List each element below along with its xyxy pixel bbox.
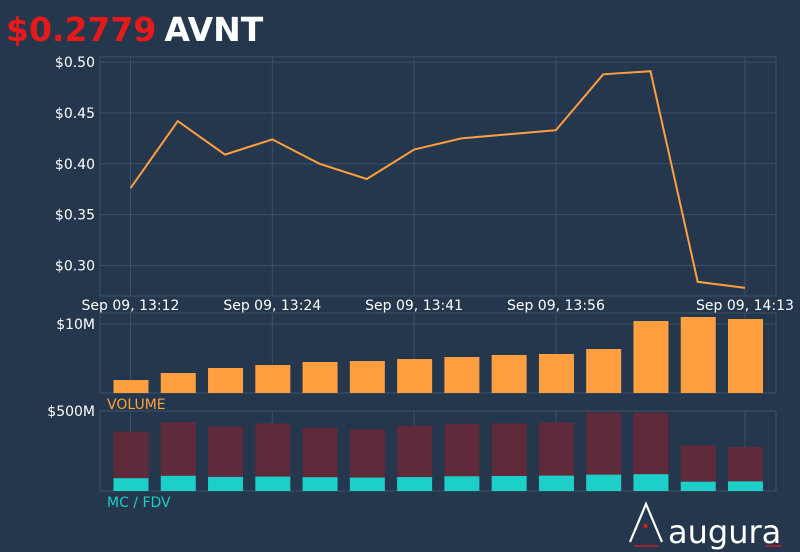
current-price: $0.2779 (6, 10, 157, 49)
volume-y-tick-label: $10M (56, 317, 95, 333)
volume-bar (208, 368, 244, 393)
price-y-tick-label: $0.30 (55, 258, 95, 274)
price-x-tick-label: Sep 09, 13:56 (507, 298, 605, 314)
price-x-tick-label: Sep 09, 14:13 (696, 298, 794, 314)
price-x-tick-label: Sep 09, 13:41 (365, 298, 463, 314)
volume-panel-frame (99, 312, 777, 394)
price-x-tick-label: Sep 09, 13:12 (82, 298, 180, 314)
volume-bar (633, 321, 669, 393)
price-line (129, 70, 746, 289)
price-x-tick-label: Sep 09, 13:24 (223, 298, 321, 314)
fdv-bar (680, 481, 716, 491)
fdv-bar (491, 475, 527, 491)
volume-bar (444, 357, 480, 393)
volume-bar (586, 349, 622, 393)
logo-dot-icon (643, 524, 648, 528)
price-panel-frame (99, 56, 777, 297)
price-y-tick-label: $0.50 (55, 55, 95, 71)
fdv-bar (302, 477, 338, 491)
fdv-bar (728, 481, 763, 491)
fdv-bar (160, 475, 196, 491)
price-y-tick-label: $0.35 (55, 208, 95, 224)
volume-bar (680, 317, 716, 393)
volume-bar (113, 380, 149, 393)
volume-bar (491, 355, 527, 393)
volume-label: VOLUME (107, 397, 166, 413)
ticker-symbol: AVNT (164, 10, 264, 49)
fdv-bar (113, 478, 149, 491)
volume-bar (349, 361, 385, 393)
price-y-axis: $0.30 $0.35 $0.40 $0.45 $0.50 (55, 55, 95, 274)
mc-y-tick-label: $500M (47, 404, 95, 420)
mc-fdv-bars (113, 412, 763, 491)
augura-logo: augura (628, 501, 782, 550)
mc-y-axis: $500M (47, 404, 95, 420)
fdv-bar (586, 474, 622, 491)
logo-mark-icon (628, 501, 664, 543)
volume-bar (160, 373, 196, 393)
volume-grid (100, 313, 776, 393)
volume-bar (728, 319, 763, 393)
fdv-bar (255, 476, 291, 491)
volume-bar (397, 359, 433, 393)
volume-bar (255, 365, 291, 393)
mc-fdv-label: MC / FDV (107, 495, 171, 511)
price-y-tick-label: $0.40 (55, 157, 95, 173)
fdv-bar (208, 476, 244, 491)
volume-bars (113, 317, 763, 393)
price-panel: $0.30$0.35$0.40$0.45$0.50 Sep 09, 13:12 S… (55, 55, 794, 314)
price-x-axis: Sep 09, 13:12 Sep 09, 13:24 Sep 09, 13:41 S… (82, 298, 794, 314)
volume-bar (302, 362, 338, 393)
fdv-bar (397, 477, 433, 491)
header: $0.2779 AVNT (6, 10, 263, 54)
logo-text: augura (668, 513, 781, 550)
volume-y-axis: $10M (56, 317, 95, 333)
price-grid (100, 57, 776, 296)
volume-panel: $10M VOLUME (56, 312, 777, 413)
fdv-bar (538, 475, 574, 491)
mc-fdv-panel: $500M MC / FDV (47, 404, 777, 511)
fdv-bar (633, 474, 669, 491)
mc-panel-frame (99, 410, 777, 492)
volume-bar (538, 354, 574, 393)
fdv-bar (349, 477, 385, 491)
price-y-tick-label: $0.45 (55, 106, 95, 122)
fdv-bar (444, 476, 480, 491)
